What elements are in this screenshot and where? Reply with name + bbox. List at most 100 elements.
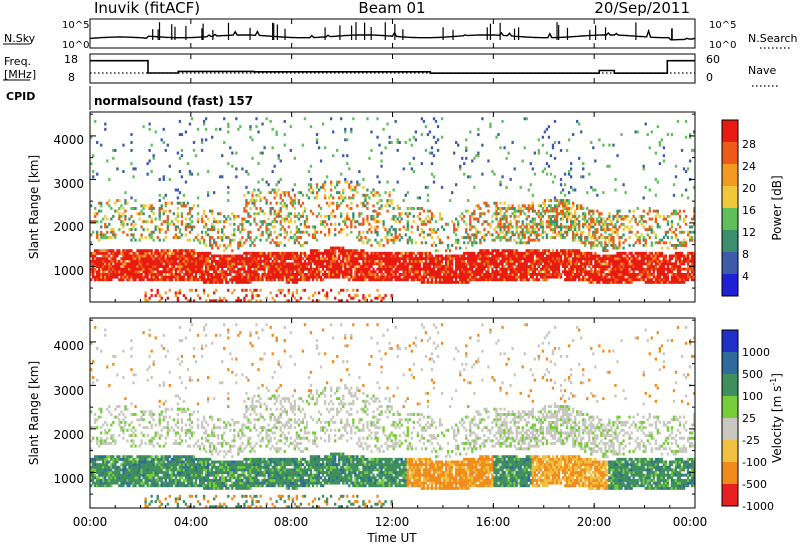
rti-cell [255, 199, 258, 203]
rti-cell [586, 262, 589, 266]
rti-cell [574, 262, 577, 266]
rti-cell [463, 267, 466, 271]
rti-cell [368, 257, 371, 261]
rti-cell [150, 259, 153, 263]
rti-cell [255, 275, 258, 279]
rti-cell [495, 275, 498, 279]
rti-cell [325, 222, 329, 226]
rti-cell [293, 262, 296, 266]
nsearch-tick-low: 10^0 [709, 40, 736, 51]
rti-cell [130, 249, 133, 253]
rti-cell [253, 238, 256, 242]
rti-cell [612, 275, 615, 279]
rti-cell [299, 243, 303, 247]
rti-cell [580, 251, 583, 255]
rti-cell [356, 275, 359, 279]
rti-cell [416, 214, 420, 218]
rti-cell [372, 278, 375, 282]
rti-cell [329, 246, 333, 250]
rti-cell [235, 280, 238, 284]
rti-cell [525, 117, 528, 121]
rti-cell [307, 225, 311, 229]
rti-cell [275, 275, 278, 279]
rti-cell [200, 265, 204, 268]
rti-cell [438, 241, 442, 245]
rti-cell [543, 204, 547, 208]
rti-cell [92, 267, 95, 271]
rti-cell [362, 254, 365, 258]
rti-cell [128, 251, 131, 255]
rti-cell [344, 275, 347, 279]
rti-cell [287, 193, 290, 197]
rti-cell [527, 207, 530, 210]
rti-cell [503, 228, 506, 232]
rti-cell [384, 191, 387, 195]
rti-cell [378, 257, 381, 261]
rti-cell [376, 220, 379, 224]
rti-cell [444, 265, 448, 268]
rti-cell [156, 267, 159, 271]
rti-cell [446, 243, 450, 247]
rti-cell [598, 259, 601, 263]
rti-cell [475, 236, 478, 239]
rti-cell [273, 262, 276, 266]
rti-cell [440, 185, 444, 189]
rti-cell [513, 249, 516, 253]
rti-cell [481, 212, 484, 216]
rti-cell [182, 262, 186, 266]
rti-cell [404, 262, 407, 266]
rti-cell [592, 236, 595, 239]
rti-cell [336, 270, 339, 274]
rti-cell [487, 272, 490, 276]
rti-cell [118, 212, 121, 216]
rti-cell [616, 280, 619, 284]
rti-cell [616, 233, 619, 237]
rti-cell [471, 265, 474, 268]
rti-cell [196, 278, 200, 282]
rti-cell [529, 183, 532, 187]
rti-cell [531, 265, 534, 268]
rti-cell [110, 259, 113, 263]
rti-cell [279, 207, 282, 210]
rti-cell [563, 272, 567, 276]
rti-cell [384, 254, 387, 258]
rti-cell [162, 259, 165, 263]
rti-cell [315, 141, 319, 144]
rti-cell [519, 241, 522, 245]
rti-cell [122, 222, 125, 226]
rti-cell [202, 212, 206, 216]
rti-cell [327, 228, 331, 232]
rti-cell [251, 196, 254, 200]
rti-cell [338, 272, 341, 276]
rti-cell [370, 217, 373, 221]
rti-cell [501, 270, 504, 274]
rti-cell [295, 288, 299, 292]
rti-cell [406, 254, 409, 258]
rti-cell [527, 222, 530, 226]
rti-cell [622, 246, 625, 250]
rti-cell [455, 183, 458, 187]
rti-cell [346, 299, 349, 303]
rti-cell [293, 212, 296, 216]
rti-cell [578, 257, 581, 261]
rti-cell [152, 254, 155, 258]
rti-cell [261, 177, 264, 181]
rti-cell [626, 225, 629, 229]
rti-cell [410, 167, 413, 171]
rti-cell [551, 209, 555, 213]
rti-cell [251, 265, 254, 268]
rti-cell [305, 262, 309, 266]
rti-cell [384, 262, 387, 266]
rti-cell [219, 257, 222, 261]
rti-cell [521, 241, 524, 245]
rti-cell [459, 167, 462, 171]
rti-cell [459, 267, 462, 271]
rti-cell [275, 220, 278, 224]
rti-cell [249, 272, 252, 276]
rti-cell [338, 246, 341, 250]
rti-cell [501, 236, 504, 239]
rti-cell [166, 220, 169, 224]
rti-cell [485, 233, 488, 237]
rti-cell [612, 265, 615, 268]
rti-cell [509, 177, 512, 181]
